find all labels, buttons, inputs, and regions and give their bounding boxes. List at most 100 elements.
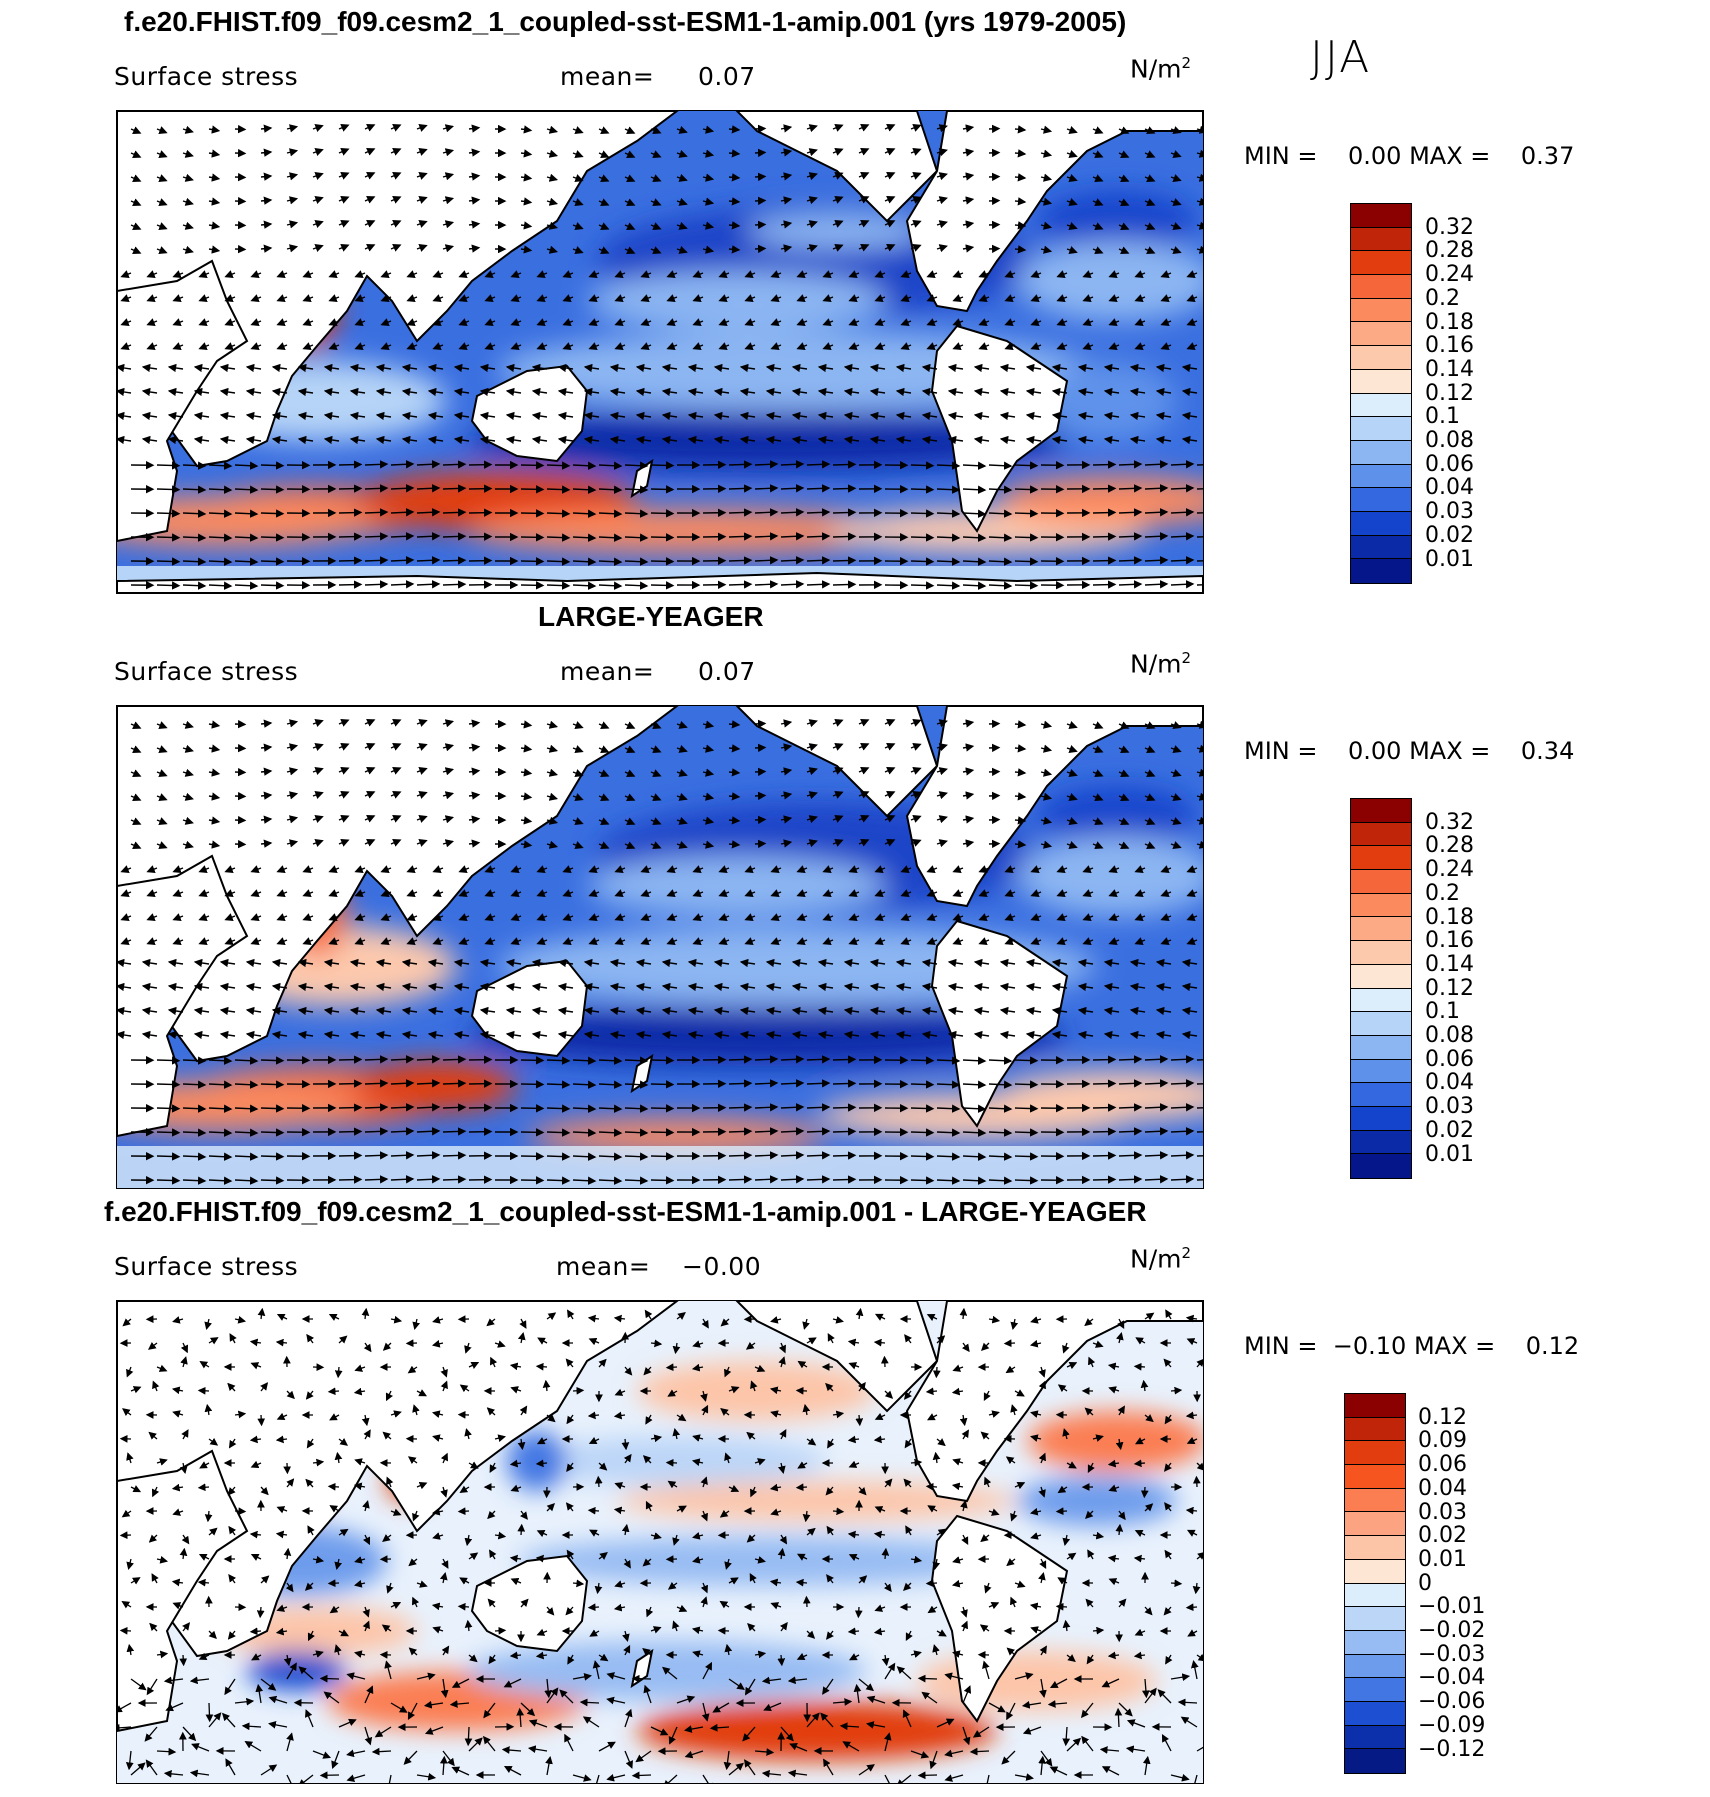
wind-vector-arrow	[650, 461, 675, 470]
wind-vector-arrow	[1014, 125, 1027, 134]
wind-vector-arrow	[650, 485, 675, 494]
wind-vector-arrow	[936, 172, 948, 181]
panel-2-minmax: MIN = 0.00 MAX = 0.34	[1244, 737, 1575, 765]
panel-2-colorbar	[1350, 798, 1412, 1179]
wind-vector-arrow	[208, 125, 221, 134]
wind-vector-arrow	[442, 1127, 467, 1136]
wind-vector-arrow	[1056, 270, 1068, 279]
colorbar-tick-label: 0.01	[1425, 546, 1474, 572]
colorbar-swatch	[1351, 1154, 1411, 1178]
wind-vector-arrow	[390, 243, 402, 252]
wind-vector-arrow	[1103, 387, 1120, 397]
wind-vector-arrow	[167, 411, 184, 421]
wind-vector-arrow	[978, 294, 990, 303]
wind-vector-arrow	[182, 557, 207, 566]
wind-vector-arrow	[442, 1103, 467, 1112]
colorbar-swatch	[1345, 1417, 1405, 1442]
wind-vector-arrow	[728, 508, 753, 517]
wind-vector-arrow	[182, 125, 194, 134]
wind-vector-arrow	[754, 148, 767, 158]
wind-vector-arrow	[1133, 1362, 1146, 1371]
wind-vector-arrow	[141, 363, 158, 373]
colorbar-swatch	[1351, 1106, 1411, 1131]
wind-vector-arrow	[614, 342, 626, 351]
wind-vector-arrow	[869, 387, 886, 397]
wind-vector-arrow	[271, 387, 288, 397]
panel-1-units: N/m2	[1130, 54, 1192, 84]
colorbar-swatch	[1351, 298, 1411, 323]
wind-vector-arrow	[1118, 246, 1130, 255]
wind-vector-arrow	[1092, 460, 1117, 469]
wind-vector-arrow	[999, 411, 1016, 421]
wind-vector-arrow	[354, 342, 366, 351]
wind-vector-arrow	[978, 318, 990, 327]
wind-vector-arrow	[156, 222, 168, 231]
wind-vector-arrow	[780, 148, 793, 157]
wind-vector-arrow	[754, 244, 767, 254]
wind-vector-arrow	[260, 461, 285, 470]
wind-vector-arrow	[754, 839, 767, 849]
wind-vector-arrow	[1092, 508, 1117, 517]
wind-vector-arrow	[744, 270, 756, 279]
wind-vector-arrow	[728, 221, 741, 230]
wind-vector-arrow	[754, 791, 767, 801]
wind-vector-arrow	[806, 484, 831, 493]
wind-vector-arrow	[884, 219, 896, 228]
wind-vector-arrow	[297, 363, 314, 373]
wind-vector-arrow	[676, 173, 688, 182]
colorbar-tick-label: 0.14	[1425, 356, 1474, 382]
wind-vector-arrow	[1014, 533, 1039, 542]
wind-vector-arrow	[546, 533, 571, 542]
colorbar-swatch	[1351, 893, 1411, 918]
wind-vector-arrow	[302, 342, 314, 351]
wind-vector-arrow	[1092, 580, 1117, 589]
panel-3-variable: Surface stress	[114, 1252, 299, 1281]
wind-vector-arrow	[219, 387, 236, 397]
wind-vector-arrow	[1077, 387, 1094, 397]
wind-vector-arrow	[869, 363, 886, 373]
wind-vector-arrow	[141, 387, 158, 397]
wind-vector-arrow	[598, 126, 610, 135]
wind-vector-arrow	[401, 435, 418, 445]
wind-vector-arrow	[728, 768, 741, 777]
wind-vector-arrow	[208, 149, 221, 158]
wind-vector-arrow	[728, 720, 741, 729]
wind-vector-arrow	[416, 220, 428, 228]
wind-vector-arrow	[219, 435, 236, 445]
wind-vector-arrow	[926, 294, 938, 303]
wind-vector-arrow	[702, 173, 715, 182]
wind-vector-arrow	[364, 195, 376, 204]
wind-vector-arrow	[536, 294, 548, 303]
wind-vector-arrow	[323, 435, 340, 445]
wind-vector-arrow	[832, 123, 844, 132]
wind-vector-arrow	[650, 509, 675, 518]
wind-vector-arrow	[380, 318, 392, 327]
wind-vector-arrow	[665, 1363, 678, 1372]
wind-vector-arrow	[1196, 560, 1203, 562]
wind-vector-arrow	[1134, 270, 1146, 279]
panel-3-colorbar	[1344, 1393, 1406, 1774]
wind-vector-arrow	[302, 318, 314, 327]
wind-vector-arrow	[260, 148, 273, 157]
wind-vector-arrow	[120, 294, 132, 303]
wind-vector-arrow	[1014, 149, 1027, 158]
wind-vector-arrow	[832, 147, 844, 156]
wind-vector-arrow	[182, 173, 194, 182]
wind-vector-arrow	[276, 294, 288, 303]
wind-vector-arrow	[432, 342, 444, 351]
wind-vector-arrow	[338, 1151, 363, 1160]
wind-vector-arrow	[1196, 1083, 1203, 1085]
colorbar-tick-label: 0.1	[1425, 404, 1460, 430]
wind-vector-arrow	[572, 198, 584, 206]
wind-vector-arrow	[932, 1366, 941, 1379]
colorbar-tick-label: −0.04	[1418, 1665, 1486, 1691]
wind-vector-arrow	[728, 460, 753, 469]
colorbar-swatch	[1351, 799, 1411, 823]
wind-vector-arrow	[718, 294, 730, 303]
wind-vector-arrow	[271, 363, 288, 373]
wind-vector-arrow	[442, 532, 467, 541]
wind-vector-arrow	[172, 342, 184, 351]
wind-vector-arrow	[338, 243, 350, 252]
wind-vector-arrow	[312, 220, 324, 229]
wind-vector-arrow	[510, 294, 522, 303]
